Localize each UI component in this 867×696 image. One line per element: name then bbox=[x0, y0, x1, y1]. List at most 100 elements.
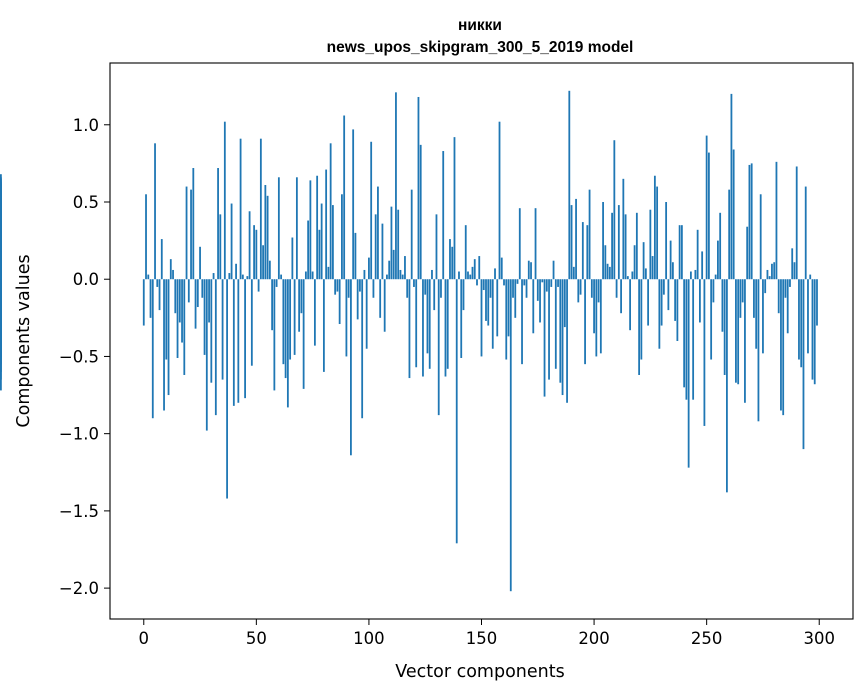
x-axis-label: Vector components bbox=[395, 662, 564, 682]
bar bbox=[586, 225, 589, 280]
bar bbox=[399, 269, 402, 280]
bar bbox=[694, 269, 697, 280]
bar bbox=[0, 279, 2, 289]
bar bbox=[352, 129, 355, 280]
bar bbox=[505, 279, 508, 360]
bar bbox=[174, 279, 177, 314]
bar bbox=[147, 274, 150, 280]
bar bbox=[566, 279, 568, 403]
bar bbox=[789, 279, 791, 287]
bar bbox=[521, 279, 523, 365]
bar bbox=[451, 246, 454, 280]
bar bbox=[534, 208, 537, 280]
bar bbox=[440, 279, 442, 298]
bar bbox=[525, 279, 528, 298]
bar bbox=[719, 212, 722, 280]
y-tick-label: 0.0 bbox=[73, 270, 99, 289]
bar bbox=[559, 279, 562, 383]
bar bbox=[575, 198, 577, 280]
bar bbox=[241, 274, 244, 280]
bar bbox=[728, 189, 731, 280]
bar bbox=[282, 279, 285, 365]
bar bbox=[235, 263, 237, 280]
bar bbox=[554, 279, 557, 369]
bar bbox=[606, 263, 609, 280]
bar bbox=[232, 279, 235, 406]
bar bbox=[512, 279, 514, 298]
bar bbox=[237, 279, 240, 403]
bar bbox=[640, 279, 643, 360]
bar bbox=[307, 220, 310, 280]
bar bbox=[762, 279, 764, 354]
bar bbox=[0, 279, 2, 357]
bar bbox=[311, 271, 314, 280]
bar bbox=[611, 212, 613, 280]
bar bbox=[158, 279, 161, 311]
bar bbox=[775, 161, 778, 280]
bar bbox=[142, 279, 145, 326]
bar bbox=[332, 205, 334, 280]
bar bbox=[644, 268, 647, 280]
bar bbox=[316, 175, 319, 280]
bar bbox=[374, 214, 377, 280]
bar bbox=[721, 279, 724, 332]
bar bbox=[811, 279, 814, 380]
bar bbox=[692, 279, 695, 400]
bar bbox=[455, 279, 458, 544]
bar bbox=[169, 259, 172, 280]
bar bbox=[674, 279, 677, 321]
bar bbox=[300, 279, 303, 314]
bar bbox=[730, 93, 733, 280]
bar bbox=[386, 274, 388, 280]
y-tick-label: −1.0 bbox=[59, 425, 99, 444]
bar bbox=[705, 135, 708, 280]
bar bbox=[710, 279, 713, 360]
bar bbox=[588, 189, 591, 280]
bar bbox=[480, 279, 483, 357]
bar bbox=[221, 279, 224, 380]
bar bbox=[192, 168, 195, 280]
bar bbox=[552, 260, 555, 280]
bar bbox=[626, 276, 629, 280]
bar bbox=[370, 141, 373, 280]
y-tick-label: 1.0 bbox=[73, 116, 99, 135]
bar bbox=[635, 212, 638, 280]
bar bbox=[361, 279, 364, 419]
y-tick-label: 0.5 bbox=[73, 193, 99, 212]
bar bbox=[620, 279, 622, 314]
bar bbox=[680, 225, 683, 280]
bar bbox=[766, 269, 769, 280]
bar bbox=[653, 175, 656, 280]
bar bbox=[469, 274, 472, 280]
bar bbox=[662, 279, 665, 295]
bar bbox=[516, 279, 519, 284]
bar bbox=[172, 269, 174, 280]
bar bbox=[151, 279, 154, 419]
bar bbox=[750, 163, 753, 280]
bar bbox=[149, 279, 152, 318]
bar bbox=[712, 279, 715, 303]
bar bbox=[264, 185, 267, 280]
bar bbox=[381, 223, 384, 280]
bar bbox=[208, 279, 210, 323]
bar bbox=[613, 140, 616, 280]
bar bbox=[458, 271, 460, 280]
bars-group bbox=[0, 90, 818, 592]
bar bbox=[350, 279, 352, 456]
bar bbox=[259, 138, 262, 280]
bar bbox=[467, 271, 469, 280]
bar bbox=[368, 257, 370, 280]
bar bbox=[365, 279, 368, 349]
bar bbox=[226, 279, 228, 499]
bar bbox=[257, 279, 260, 292]
bar bbox=[214, 279, 217, 416]
bar bbox=[356, 279, 359, 320]
bar bbox=[699, 279, 701, 323]
bar bbox=[163, 279, 165, 411]
bar bbox=[773, 262, 776, 280]
bar bbox=[802, 279, 805, 450]
bar bbox=[359, 279, 361, 292]
plot-frame bbox=[109, 62, 854, 620]
bar bbox=[309, 180, 312, 280]
bar bbox=[408, 279, 411, 379]
